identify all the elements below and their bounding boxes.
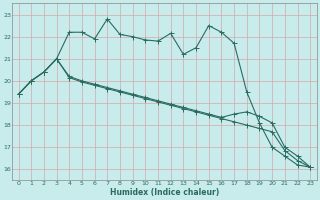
X-axis label: Humidex (Indice chaleur): Humidex (Indice chaleur): [110, 188, 219, 197]
